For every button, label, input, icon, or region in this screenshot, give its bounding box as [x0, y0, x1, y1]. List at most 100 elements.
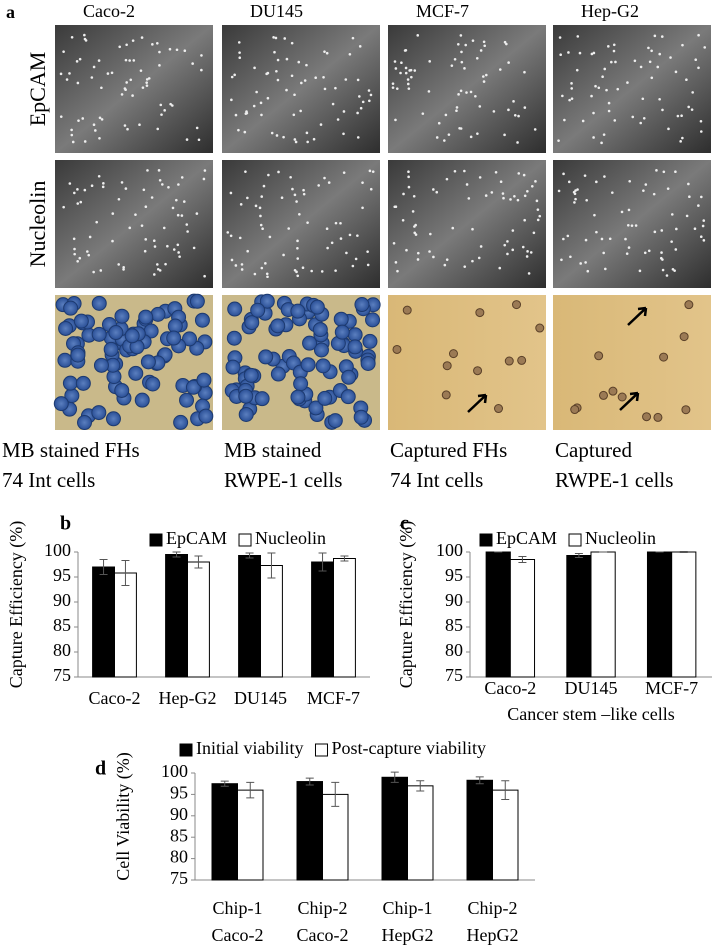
- legend-swatch: [479, 533, 493, 547]
- cell-dot: [670, 240, 673, 243]
- cell-dot: [200, 68, 203, 72]
- cell: [53, 396, 69, 412]
- cell-dot: [656, 65, 660, 69]
- cell-dot: [128, 59, 131, 62]
- cell-dot: [443, 263, 447, 267]
- cell-dot: [475, 56, 479, 60]
- cell: [75, 375, 91, 391]
- cell: [77, 415, 93, 431]
- cell-dot: [534, 180, 537, 183]
- cell: [598, 390, 608, 400]
- cell-dot: [653, 230, 657, 234]
- cell-dot: [532, 231, 536, 235]
- cell-dot: [583, 174, 587, 177]
- cell-dot: [75, 60, 79, 63]
- cell: [473, 366, 483, 376]
- cell-dot: [600, 141, 603, 145]
- cell-dot: [72, 237, 76, 241]
- cell: [517, 355, 527, 365]
- error-bar: [501, 780, 510, 801]
- cell: [679, 332, 689, 342]
- cell-dot: [229, 234, 233, 238]
- x-tick-label: Chip-1: [382, 898, 432, 918]
- cell: [128, 365, 144, 381]
- caption: MB stained: [224, 438, 322, 462]
- cell: [681, 405, 691, 415]
- cell: [270, 318, 286, 334]
- cell-dot: [620, 210, 624, 214]
- cell-dot: [605, 88, 608, 92]
- cell: [535, 323, 545, 333]
- panel-label: a: [6, 2, 15, 22]
- cell-dot: [86, 250, 89, 253]
- cell-dot: [523, 106, 527, 109]
- cell-dot: [319, 123, 323, 126]
- cell-dot: [366, 250, 369, 253]
- bar: [114, 572, 137, 678]
- cell: [189, 293, 205, 309]
- cell-dot: [471, 259, 474, 263]
- cell-dot: [180, 214, 184, 217]
- cell-dot: [685, 78, 688, 82]
- cell-dot: [506, 240, 509, 243]
- cell-dot: [336, 118, 340, 121]
- cell-dot: [359, 106, 363, 110]
- cell-dot: [566, 234, 570, 238]
- cell-dot: [150, 196, 154, 199]
- micrograph: [55, 160, 213, 288]
- x-tick-label: Caco-2: [484, 678, 536, 698]
- cell-dot: [117, 197, 121, 201]
- cell-dot: [68, 72, 71, 75]
- cell: [238, 406, 254, 422]
- cell-dot: [460, 50, 463, 54]
- cell-dot: [144, 238, 148, 241]
- cell-dot: [290, 74, 294, 78]
- cell-dot: [330, 241, 334, 245]
- cell-dot: [291, 187, 294, 191]
- bar: [333, 558, 356, 678]
- cell-dot: [484, 194, 488, 197]
- cell-dot: [697, 66, 700, 70]
- cell-dot: [395, 87, 399, 90]
- x-tick-label: Hep-G2: [159, 688, 217, 708]
- cell-dot: [145, 78, 149, 81]
- cell-dot: [611, 191, 614, 194]
- cell-dot: [602, 133, 606, 136]
- cell-dot: [523, 194, 527, 198]
- cell-dot: [323, 50, 326, 53]
- cell-dot: [244, 170, 247, 173]
- x-tick-label: Chip-1: [212, 898, 262, 918]
- cell-dot: [391, 82, 395, 85]
- cell-dot: [455, 109, 458, 112]
- cell-dot: [697, 33, 700, 37]
- cell-dot: [77, 119, 80, 122]
- bar: [296, 781, 323, 881]
- cell-dot: [320, 270, 324, 273]
- cell-dot: [429, 232, 432, 236]
- cell-dot: [482, 80, 486, 83]
- cell-dot: [354, 257, 358, 261]
- y-tick-label: 80: [170, 847, 188, 867]
- cell-dot: [607, 109, 611, 113]
- cell-dot: [527, 272, 531, 275]
- cell-dot: [658, 52, 662, 56]
- panel-label: b: [60, 513, 71, 535]
- cell-dot: [122, 266, 125, 269]
- cell-dot: [660, 251, 663, 254]
- cell: [185, 379, 201, 395]
- cell: [354, 297, 370, 313]
- caption: MB stained FHs: [2, 438, 140, 462]
- legend-label: EpCAM: [166, 528, 227, 548]
- cell-dot: [102, 182, 105, 185]
- cell-dot: [138, 123, 141, 127]
- cell: [684, 300, 694, 310]
- cell: [58, 320, 74, 336]
- cell-dot: [101, 185, 105, 189]
- legend-swatch: [568, 533, 582, 547]
- cell-dot: [647, 46, 650, 50]
- cell-dot: [124, 187, 128, 190]
- cell-dot: [325, 51, 329, 55]
- cell-dot: [239, 203, 243, 206]
- y-tick-label: 95: [445, 565, 463, 585]
- cell-dot: [700, 195, 703, 199]
